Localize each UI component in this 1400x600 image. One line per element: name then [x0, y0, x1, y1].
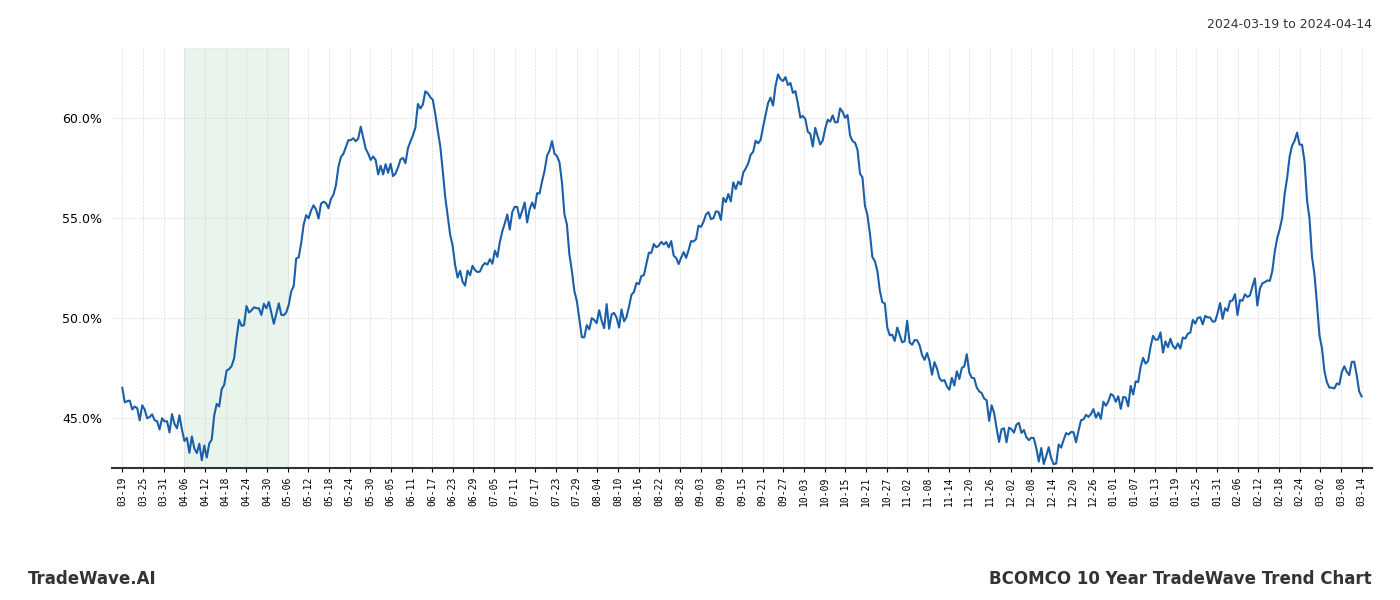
Text: 2024-03-19 to 2024-04-14: 2024-03-19 to 2024-04-14	[1207, 18, 1372, 31]
Bar	[185, 48, 287, 468]
Text: BCOMCO 10 Year TradeWave Trend Chart: BCOMCO 10 Year TradeWave Trend Chart	[990, 570, 1372, 588]
Text: TradeWave.AI: TradeWave.AI	[28, 570, 157, 588]
